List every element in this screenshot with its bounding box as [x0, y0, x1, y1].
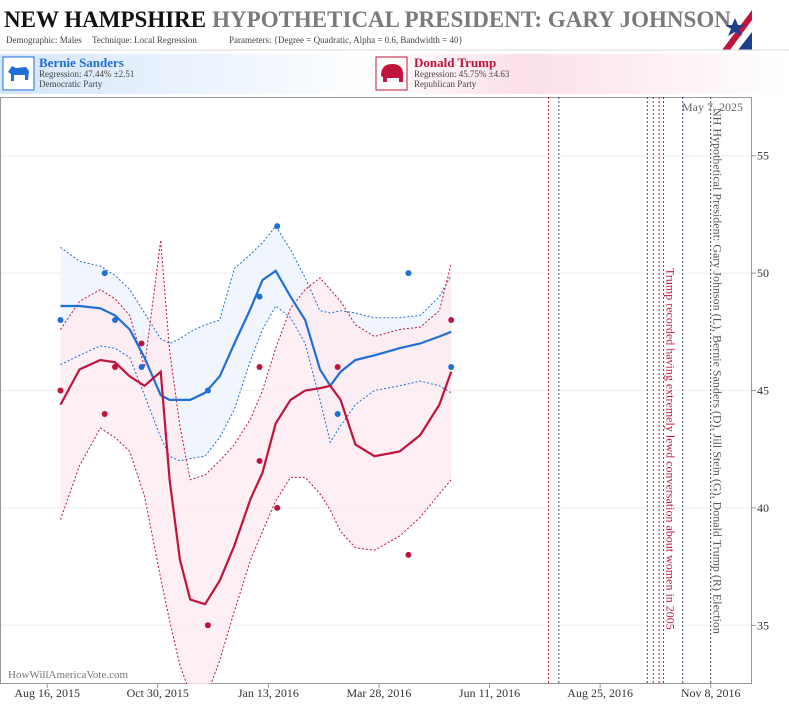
legend-regression: Regression: 45.75% ±4.63 — [414, 69, 510, 79]
regression-line — [59, 358, 453, 606]
legend-bg — [0, 54, 376, 94]
regression-line — [60, 269, 452, 401]
poll-point — [405, 270, 412, 277]
y-tick-label: 40 — [757, 501, 769, 515]
date-stamp: May 7, 2025 — [682, 100, 743, 114]
poll-point — [57, 317, 64, 324]
poll-point — [112, 317, 119, 324]
y-tick-label: 35 — [757, 618, 769, 632]
poll-point — [256, 457, 263, 464]
chart-title: NEW HAMPSHIRE HYPOTHETICAL PRESIDENT: GAR… — [4, 7, 731, 32]
poll-point — [274, 223, 281, 230]
confidence-band — [60, 240, 452, 684]
poll-point — [256, 364, 263, 371]
legend-name: Bernie Sanders — [39, 55, 124, 70]
legend-party: Republican Party — [414, 79, 477, 89]
poll-point — [101, 410, 108, 417]
x-tick-label: Nov 8, 2016 — [681, 686, 741, 700]
donkey-icon — [2, 56, 35, 91]
title-state: NEW HAMPSHIRE — [4, 7, 206, 32]
poll-point — [57, 387, 64, 394]
plot-area — [57, 223, 455, 684]
legend-name: Donald Trump — [414, 55, 496, 70]
band-edge — [60, 225, 452, 345]
annotation-text: Trump recorded having extremely lewd con… — [664, 268, 678, 630]
x-tick-label: Aug 16, 2015 — [14, 686, 80, 700]
y-tick-label: 55 — [757, 149, 769, 163]
poll-point — [138, 340, 145, 347]
poll-point — [204, 622, 211, 629]
source: HowWillAmericaVote.com — [8, 669, 128, 681]
poll-point — [405, 551, 412, 558]
poll-point — [204, 387, 211, 394]
poll-point — [101, 270, 108, 277]
logo — [722, 10, 752, 50]
poll-point — [334, 364, 341, 371]
subtitle: Parameters: {Degree = Quadratic, Alpha =… — [229, 35, 463, 45]
band-edge — [60, 427, 452, 684]
legend-bg — [376, 54, 789, 94]
legend-regression: Regression: 47.44% ±2.51 — [39, 69, 134, 79]
poll-point — [112, 364, 119, 371]
annotation-text: NH Hypothetical President: Gary Johnson … — [711, 108, 725, 634]
y-tick-label: 45 — [757, 384, 769, 398]
poll-point — [274, 504, 281, 511]
poll-point — [448, 317, 455, 324]
poll-point — [138, 364, 145, 371]
x-tick-label: Jan 13, 2016 — [238, 686, 299, 700]
x-tick-label: Aug 25, 2016 — [567, 686, 633, 700]
x-tick-label: Jun 11, 2016 — [459, 686, 520, 700]
x-tick-label: Mar 28, 2016 — [346, 686, 411, 700]
band-edge — [60, 240, 452, 481]
elephant-icon — [375, 56, 408, 91]
title-rest: HYPOTHETICAL PRESIDENT: GARY JOHNSON — [212, 7, 731, 32]
x-tick-label: Oct 30, 2015 — [127, 686, 189, 700]
subtitle: Demographic: Males — [6, 35, 82, 45]
legend-party: Democratic Party — [39, 79, 103, 89]
subtitle: Technique: Local Regression — [92, 35, 197, 45]
axes: 35 40 45 50 55 Aug 16, 2015 Oct 30, 2015 Jan 13… — [14, 97, 769, 700]
poll-point — [334, 410, 341, 417]
y-tick-label: 50 — [757, 266, 769, 280]
band-edge — [60, 305, 452, 462]
poll-point — [448, 364, 455, 371]
poll-point — [256, 293, 263, 300]
